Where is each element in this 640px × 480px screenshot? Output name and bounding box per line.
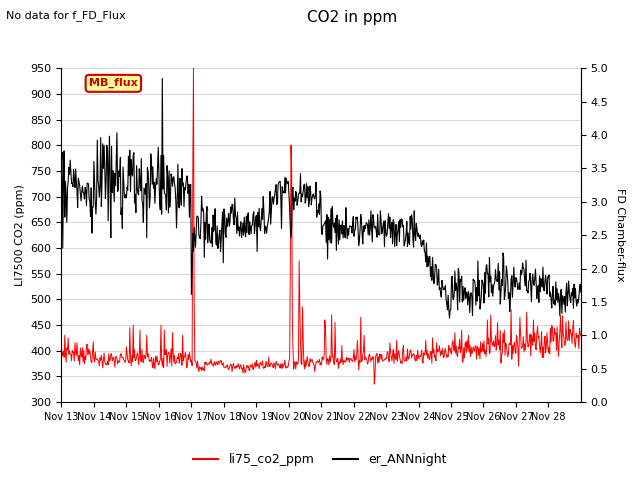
Text: MB_flux: MB_flux [89, 78, 138, 88]
Text: No data for f_FD_Flux: No data for f_FD_Flux [6, 10, 126, 21]
Y-axis label: LI7500 CO2 (ppm): LI7500 CO2 (ppm) [15, 184, 25, 286]
Text: CO2 in ppm: CO2 in ppm [307, 10, 397, 24]
Y-axis label: FD Chamber-flux: FD Chamber-flux [615, 188, 625, 282]
Legend: li75_co2_ppm, er_ANNnight: li75_co2_ppm, er_ANNnight [188, 448, 452, 471]
